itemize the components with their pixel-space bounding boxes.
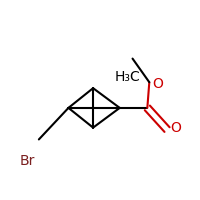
Text: Br: Br [19,154,35,168]
Text: O: O [152,77,163,91]
Text: O: O [170,121,181,135]
Text: H₃C: H₃C [115,70,140,84]
